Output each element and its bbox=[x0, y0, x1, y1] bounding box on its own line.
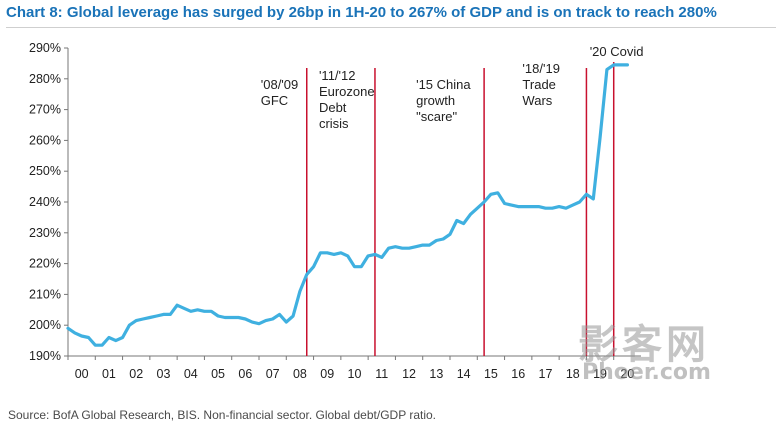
y-tick-label: 290% bbox=[29, 41, 61, 55]
event-label: '08/'09 bbox=[261, 77, 299, 92]
event-label: Wars bbox=[522, 93, 552, 108]
title-divider bbox=[6, 27, 776, 28]
event-label: '11/'12 bbox=[319, 68, 356, 83]
x-tick-label: 06 bbox=[238, 367, 252, 381]
x-tick-label: 03 bbox=[157, 367, 171, 381]
watermark-text: 影客网 bbox=[578, 322, 710, 368]
x-tick-label: 08 bbox=[293, 367, 307, 381]
event-label: "scare" bbox=[416, 109, 457, 124]
series-line-debt-gdp bbox=[66, 63, 630, 347]
x-tick-label: 16 bbox=[511, 367, 525, 381]
y-tick-label: 240% bbox=[29, 195, 61, 209]
x-tick-label: 12 bbox=[402, 367, 416, 381]
x-tick-label: 00 bbox=[75, 367, 89, 381]
x-tick-label: 19 bbox=[593, 367, 607, 381]
chart-title: Chart 8: Global leverage has surged by 2… bbox=[6, 4, 717, 21]
y-tick-label: 190% bbox=[29, 349, 61, 363]
x-tick-label: 11 bbox=[375, 367, 388, 381]
x-tick-label: 10 bbox=[348, 367, 362, 381]
plot-axes: 190% 200% 210% 220% 230% 240% 250% 260% 270% 280%… bbox=[29, 41, 641, 381]
x-tick-label: 15 bbox=[484, 367, 498, 381]
y-tick-label: 200% bbox=[29, 318, 61, 332]
x-tick-label: 01 bbox=[102, 367, 116, 381]
event-label: '15 China bbox=[416, 77, 471, 92]
event-label: Eurozone bbox=[319, 84, 375, 99]
x-tick-label: 07 bbox=[266, 367, 280, 381]
y-tick-label: 270% bbox=[29, 103, 61, 117]
y-tick-label: 280% bbox=[29, 72, 61, 86]
event-label: GFC bbox=[261, 93, 288, 108]
x-tick-label: 09 bbox=[320, 367, 334, 381]
event-label: '20 Covid bbox=[590, 44, 644, 59]
watermark-logo: 影客网 Phoer.com bbox=[570, 312, 760, 396]
x-tick-label: 20 bbox=[620, 367, 634, 381]
x-tick-label: 02 bbox=[129, 367, 143, 381]
event-label: Trade bbox=[522, 77, 555, 92]
x-tick-label: 18 bbox=[566, 367, 580, 381]
y-tick-label: 250% bbox=[29, 164, 61, 178]
event-label: Debt bbox=[319, 100, 347, 115]
x-tick-label: 17 bbox=[539, 367, 553, 381]
x-tick-label: 04 bbox=[184, 367, 198, 381]
y-tick-label: 260% bbox=[29, 133, 61, 147]
x-tick-label: 05 bbox=[211, 367, 225, 381]
event-label: growth bbox=[416, 93, 455, 108]
y-tick-label: 230% bbox=[29, 226, 61, 240]
watermark-domain: Phoer.com bbox=[582, 360, 711, 385]
event-label: crisis bbox=[319, 116, 349, 131]
x-tick-label: 14 bbox=[457, 367, 471, 381]
y-tick-label: 220% bbox=[29, 257, 61, 271]
x-tick-label: 13 bbox=[429, 367, 443, 381]
y-tick-label: 210% bbox=[29, 287, 61, 301]
source-note: Source: BofA Global Research, BIS. Non-f… bbox=[8, 408, 436, 422]
event-label: '18/'19 bbox=[522, 61, 560, 76]
series-layer bbox=[66, 63, 630, 347]
